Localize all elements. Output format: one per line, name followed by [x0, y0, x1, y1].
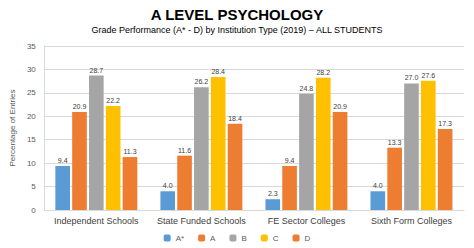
svg-text:C: C: [273, 234, 279, 243]
svg-text:28.7: 28.7: [90, 67, 104, 74]
svg-text:13.3: 13.3: [388, 139, 402, 146]
svg-text:9.4: 9.4: [285, 157, 295, 164]
svg-text:35: 35: [27, 42, 36, 51]
svg-text:22.2: 22.2: [106, 97, 120, 104]
svg-text:28.2: 28.2: [316, 69, 330, 76]
svg-text:20.9: 20.9: [333, 103, 347, 110]
svg-text:18.4: 18.4: [228, 115, 242, 122]
svg-text:Independent Schools: Independent Schools: [54, 216, 139, 226]
svg-text:30: 30: [27, 65, 36, 74]
svg-text:A LEVEL PSYCHOLOGY: A LEVEL PSYCHOLOGY: [151, 6, 324, 23]
svg-text:26.2: 26.2: [195, 78, 209, 85]
svg-text:11.6: 11.6: [178, 147, 191, 154]
svg-text:11.3: 11.3: [123, 148, 136, 155]
svg-text:A: A: [210, 234, 216, 243]
svg-text:9.4: 9.4: [58, 157, 68, 164]
svg-text:20: 20: [27, 112, 36, 121]
svg-text:17.3: 17.3: [438, 120, 452, 127]
svg-text:4.0: 4.0: [163, 182, 173, 189]
svg-text:B: B: [241, 234, 246, 243]
svg-text:Sixth Form Colleges: Sixth Form Colleges: [371, 216, 453, 226]
svg-text:4.0: 4.0: [373, 182, 383, 189]
svg-text:10: 10: [27, 159, 36, 168]
svg-text:28.4: 28.4: [211, 68, 225, 75]
svg-text:0: 0: [31, 206, 36, 215]
svg-text:24.8: 24.8: [300, 85, 314, 92]
svg-text:A*: A*: [176, 234, 184, 243]
svg-text:27.6: 27.6: [421, 72, 435, 79]
svg-text:20.9: 20.9: [73, 103, 87, 110]
svg-text:FE Sector Colleges: FE Sector Colleges: [268, 216, 346, 226]
svg-text:25: 25: [27, 88, 36, 97]
svg-text:27.0: 27.0: [405, 74, 419, 81]
svg-text:Grade Performance (A* - D) by: Grade Performance (A* - D) by Institutio…: [91, 25, 382, 35]
svg-text:5: 5: [31, 182, 36, 191]
svg-text:2.3: 2.3: [268, 190, 278, 197]
svg-text:Percentage of Entries: Percentage of Entries: [8, 90, 17, 167]
svg-text:D: D: [305, 234, 311, 243]
svg-text:15: 15: [27, 135, 36, 144]
svg-text:State Funded Schools: State Funded Schools: [157, 216, 246, 226]
